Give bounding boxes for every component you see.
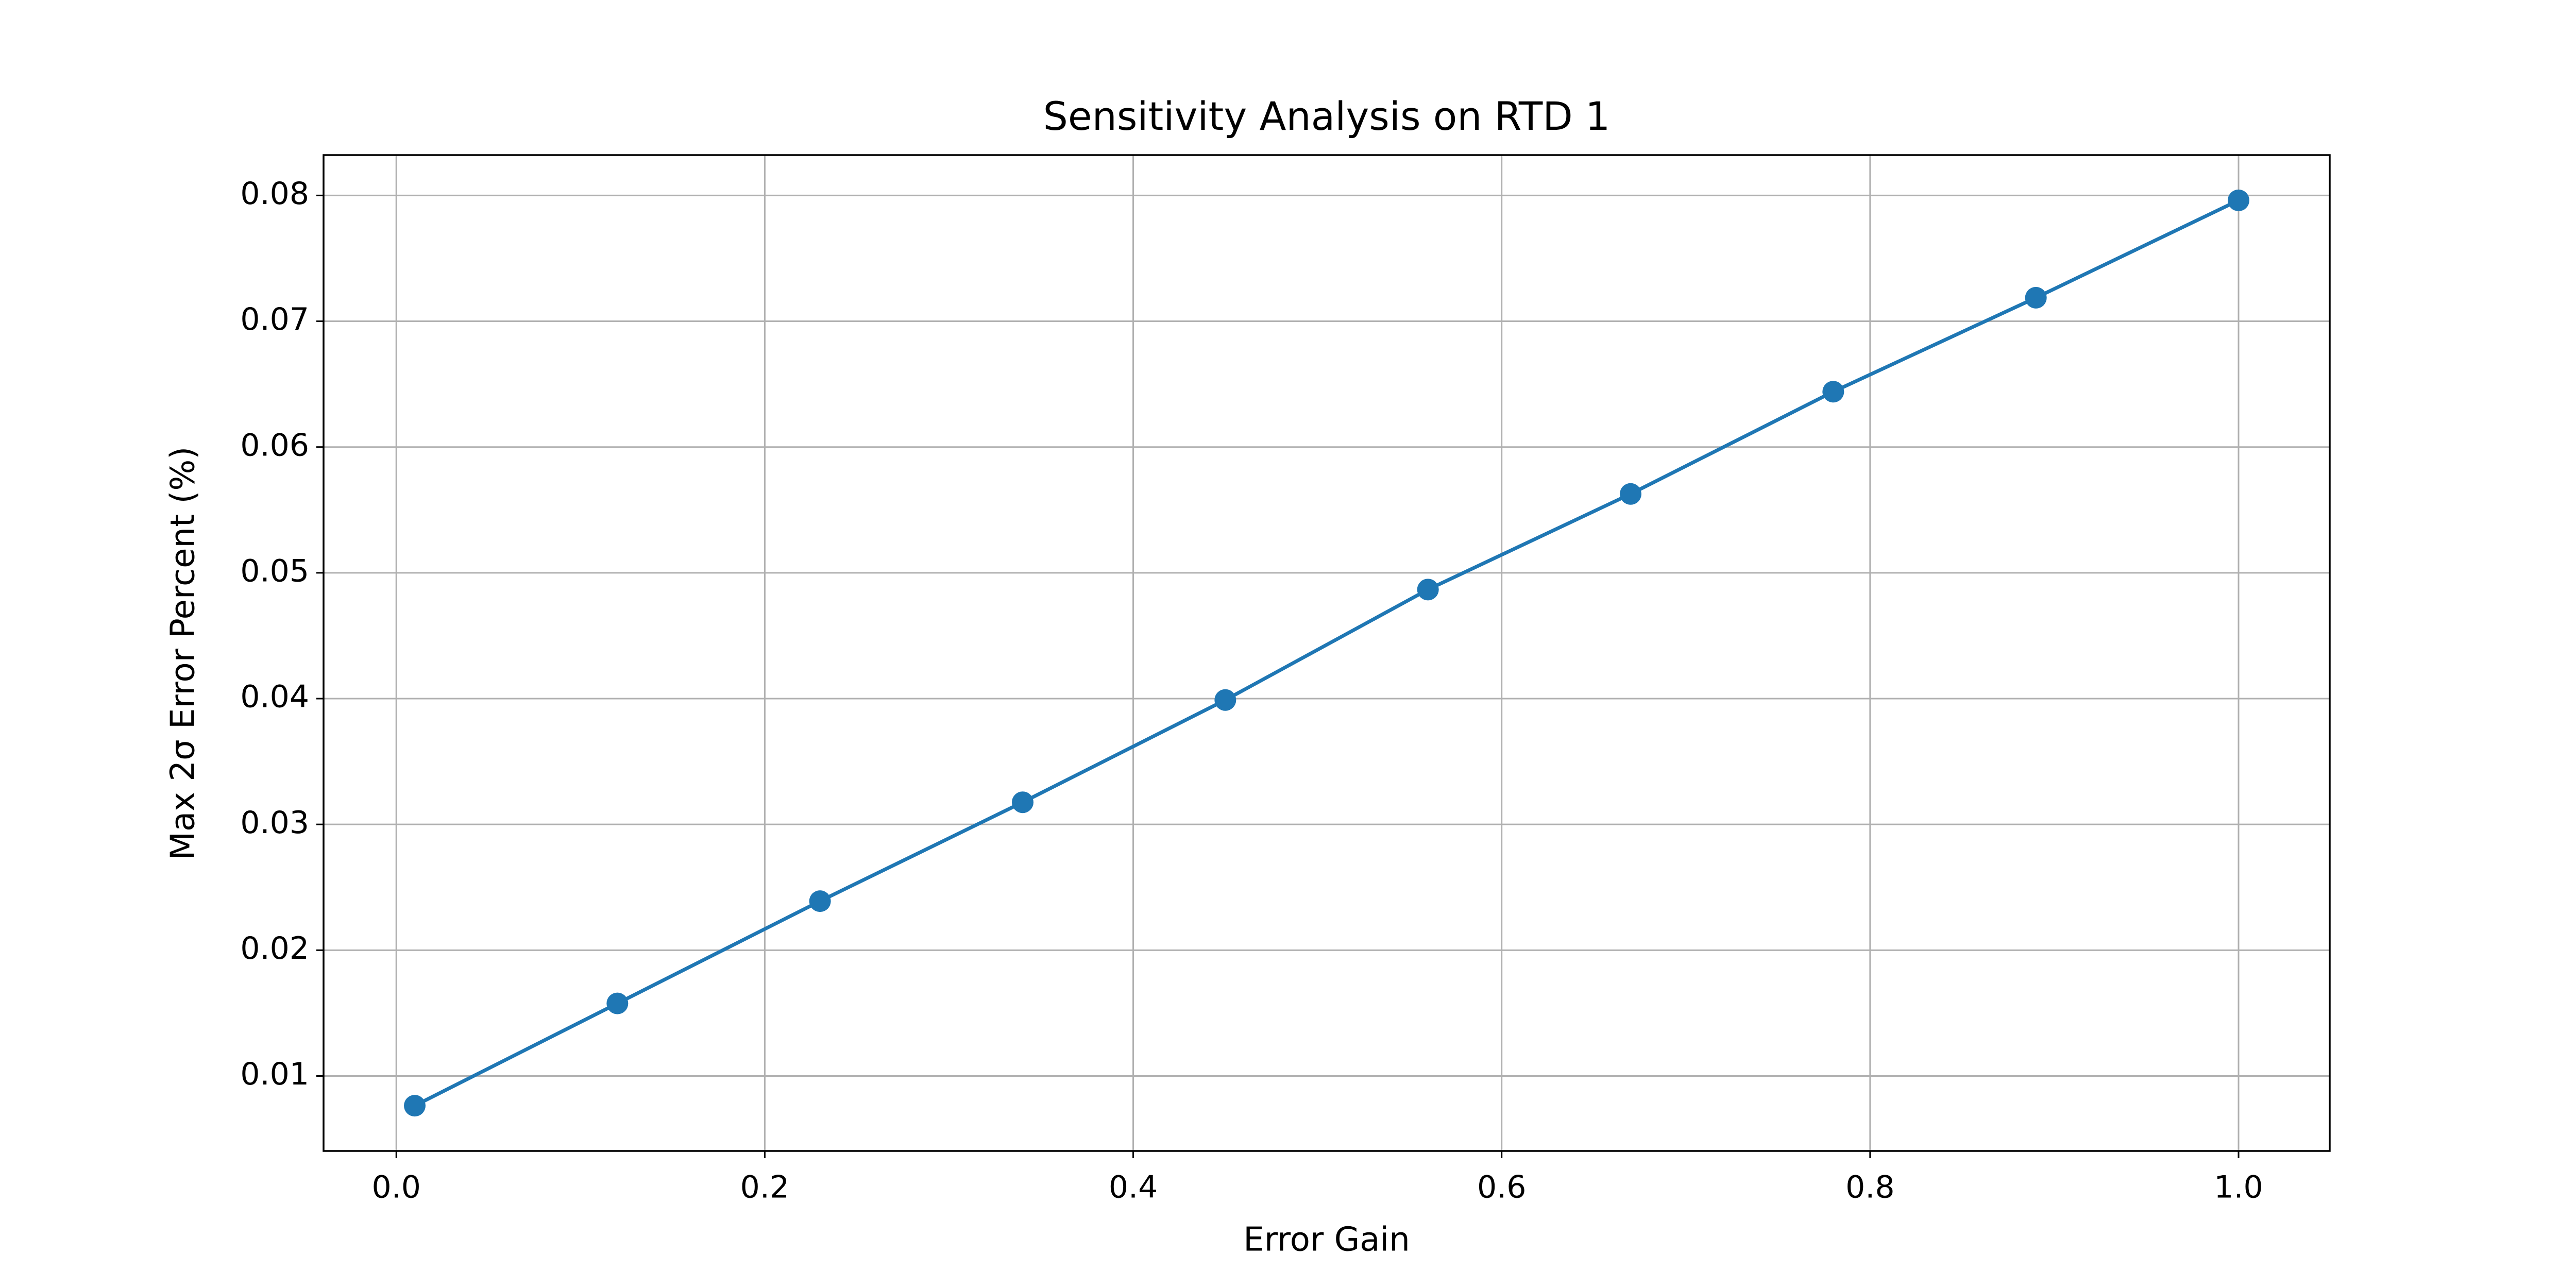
y-tick-label: 0.08 [240, 176, 309, 212]
chart-title: Sensitivity Analysis on RTD 1 [1043, 93, 1611, 139]
x-tick-label: 0.2 [740, 1170, 789, 1206]
x-tick-label: 0.0 [372, 1170, 421, 1206]
data-point [1214, 689, 1236, 711]
y-axis-label: Max 2σ Error Percent (%) [164, 447, 202, 860]
y-tick-label: 0.02 [240, 930, 309, 967]
x-tick-label: 0.6 [1477, 1170, 1526, 1206]
data-point [1620, 483, 1641, 505]
y-tick-label: 0.04 [240, 679, 309, 715]
y-tick-label: 0.06 [240, 427, 309, 463]
data-point [1417, 579, 1439, 601]
y-tick-label: 0.07 [240, 301, 309, 337]
x-tick-label: 1.0 [2214, 1170, 2263, 1206]
y-tick-label: 0.01 [240, 1056, 309, 1092]
plot-frame [323, 154, 2331, 1152]
data-point [606, 992, 629, 1014]
data-point [2025, 286, 2047, 309]
x-tick-label: 0.8 [1845, 1170, 1894, 1206]
data-point [2228, 189, 2249, 211]
data-point [1822, 381, 1844, 403]
data-point [1012, 791, 1033, 814]
data-point [809, 890, 831, 912]
data-point [404, 1095, 426, 1117]
x-axis-label: Error Gain [1243, 1221, 1410, 1259]
data-line [414, 198, 2240, 1108]
y-tick-label: 0.05 [240, 553, 309, 589]
y-tick-label: 0.03 [240, 805, 309, 841]
x-tick-label: 0.4 [1109, 1170, 1158, 1206]
